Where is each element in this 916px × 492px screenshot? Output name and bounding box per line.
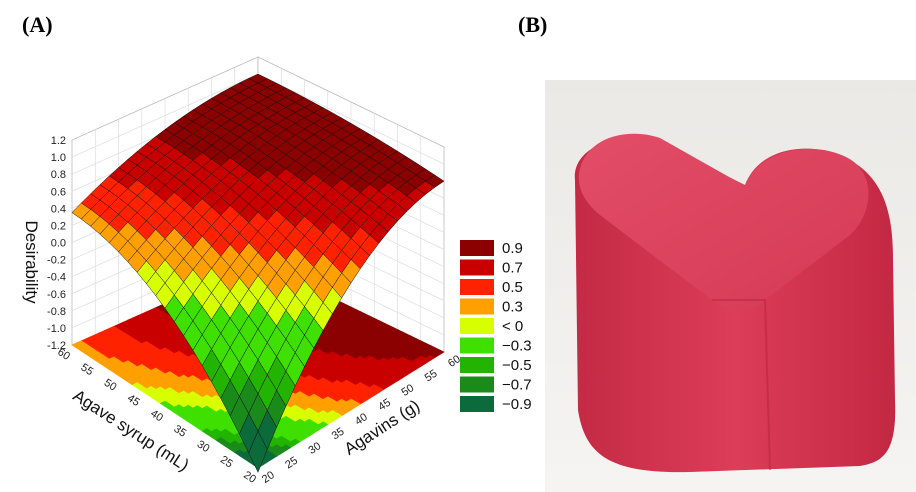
y-tick-label: 50	[399, 382, 416, 399]
legend-label: 0.5	[502, 279, 523, 296]
z-tick-label: 1.0	[51, 152, 66, 164]
z-tick-label: -0.8	[47, 306, 66, 318]
y-tick-label: 30	[306, 440, 323, 457]
legend-label: 0.9	[502, 240, 523, 257]
y-tick-label: 25	[283, 455, 300, 472]
y-tick-label: 20	[260, 469, 277, 486]
x-tick-label: 25	[218, 454, 235, 471]
z-tick-label: 0.8	[51, 169, 66, 181]
legend-swatch	[460, 377, 494, 393]
legend-swatch	[460, 299, 494, 315]
legend-label: −0.7	[502, 376, 532, 393]
x-tick-label: 35	[171, 423, 188, 440]
panel-label: (A)	[22, 12, 53, 37]
y-tick-label: 55	[423, 368, 440, 385]
z-tick-label: -0.2	[47, 255, 66, 267]
x-tick-label: 50	[102, 377, 119, 394]
panel-label: (B)	[518, 12, 547, 37]
x-tick-label: 45	[125, 392, 142, 409]
photo	[545, 80, 916, 492]
legend-swatch	[460, 260, 494, 276]
z-tick-label: 0.6	[51, 186, 66, 198]
legend-swatch	[460, 396, 494, 412]
z-tick-label: 1.2	[51, 135, 66, 147]
surface-plot: 1.2 1.0 0.8 0.6 0.4 0.2 0.0 -0.2 -0.4 -0.6 -0.8 -1.…	[22, 57, 532, 486]
legend-swatch	[460, 338, 494, 354]
z-tick-label: 0.0	[51, 238, 66, 250]
legend-label: −0.5	[502, 357, 532, 374]
legend-swatch	[460, 318, 494, 334]
legend-swatch	[460, 279, 494, 295]
z-tick-label: -0.6	[47, 289, 66, 301]
figure: (A) (B) 1.2 1.0 0.8 0.6 0.4 0.2 0.0 -0.2 -0.4 -0.…	[0, 0, 916, 492]
z-tick-label: -1.0	[47, 323, 66, 335]
z-axis-label: Desirability	[22, 220, 41, 304]
legend-label: < 0	[502, 318, 523, 335]
x-tick-label: 40	[148, 408, 165, 425]
legend-swatch	[460, 240, 494, 256]
x-tick-label: 55	[78, 361, 95, 378]
legend-label: −0.9	[502, 396, 532, 413]
legend-label: 0.7	[502, 259, 523, 276]
legend-swatch	[460, 357, 494, 373]
x-tick-label: 30	[195, 438, 212, 455]
legend-label: −0.3	[502, 337, 532, 354]
legend-label: 0.3	[502, 298, 523, 315]
z-tick-label: -0.4	[47, 272, 66, 284]
z-tick-label: 0.2	[51, 220, 66, 232]
x-tick-label: 20	[241, 469, 258, 486]
z-tick-label: 0.4	[51, 203, 66, 215]
